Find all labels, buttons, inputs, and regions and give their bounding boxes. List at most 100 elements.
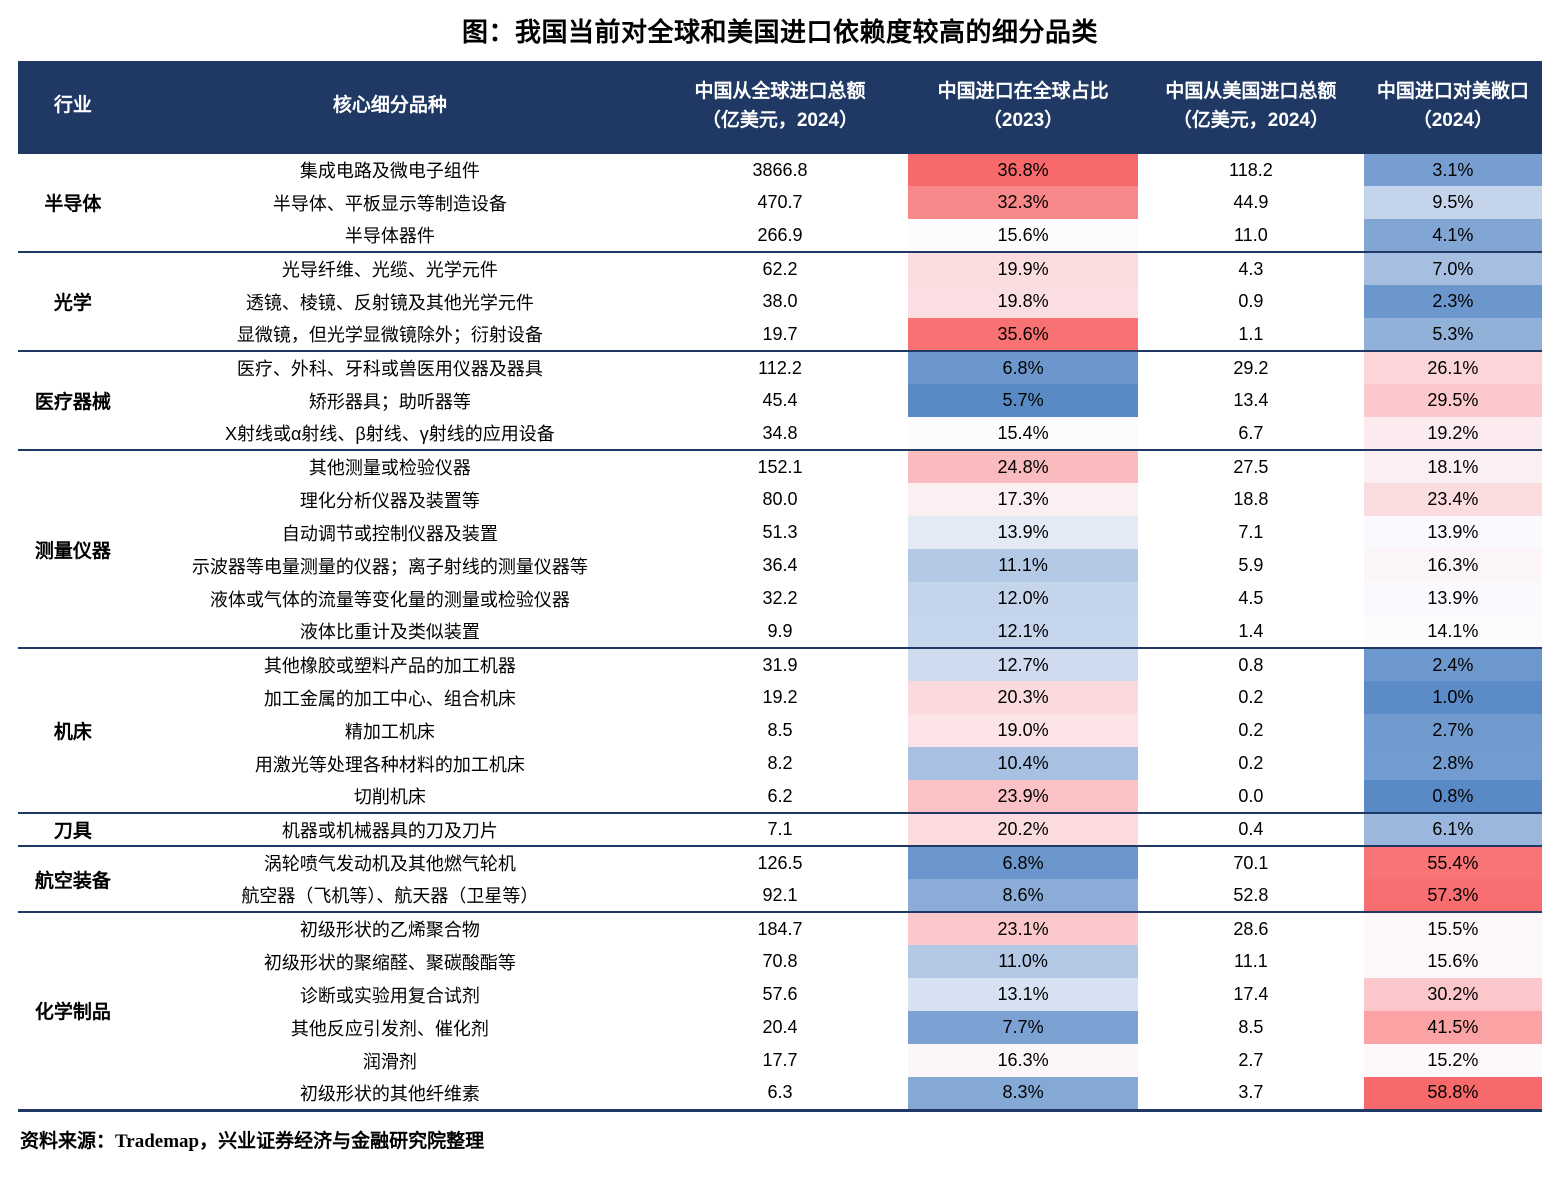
table-row: 显微镜，但光学显微镜除外；衍射设备 19.7 35.6% 1.1 5.3%: [18, 318, 1542, 351]
global-import-value: 126.5: [651, 845, 909, 879]
us-import-value: 0.2: [1238, 687, 1264, 707]
us-exposure-value: 9.5%: [1363, 186, 1542, 219]
global-import-value: 57.6: [762, 984, 798, 1004]
global-share-value: 19.9%: [908, 251, 1139, 285]
category-cell: 其他反应引发剂、催化剂: [290, 1018, 489, 1039]
us-import-value: 118.2: [1138, 152, 1364, 186]
us-import-value: 4.3: [1138, 251, 1364, 285]
us-import-value: 0.0: [1238, 785, 1264, 806]
table-row: 半导体器件 266.9 15.6% 11.0 4.1%: [18, 219, 1542, 252]
table-row: 液体或气体的流量等变化量的测量或检验仪器 32.2 12.0% 4.5 13.9%: [18, 582, 1542, 615]
column-header-industry: 行业: [18, 61, 128, 153]
table-row: 液体比重计及类似装置 9.9 12.1% 1.4 14.1%: [18, 615, 1542, 648]
global-import-value: 184.7: [651, 911, 909, 945]
global-import-value: 38.0: [762, 291, 798, 311]
global-share-value: 7.7%: [908, 1011, 1139, 1044]
us-exposure-value: 0.8%: [1363, 780, 1542, 813]
industry-cell: 测量仪器: [18, 449, 128, 648]
us-exposure-value: 26.1%: [1363, 350, 1542, 384]
us-exposure-value: 23.4%: [1363, 483, 1542, 516]
category-cell: 涡轮喷气发动机及其他燃气轮机: [127, 845, 652, 879]
global-share-value: 24.8%: [908, 449, 1139, 483]
us-import-value: 44.9: [1233, 192, 1269, 212]
table-row: 透镜、棱镜、反射镜及其他光学元件 38.0 19.8% 0.9 2.3%: [18, 285, 1542, 318]
table-header: 行业 核心细分品种 中国从全球进口总额 （亿美元，2024） 中国进口在全球占比…: [18, 61, 1542, 153]
us-import-value: 8.5: [1238, 1017, 1264, 1037]
global-share-value: 13.9%: [908, 516, 1139, 549]
us-exposure-value: 2.7%: [1363, 714, 1542, 747]
us-exposure-value: 19.2%: [1363, 417, 1542, 450]
us-exposure-value: 14.1%: [1363, 615, 1542, 648]
global-share-value: 13.1%: [908, 978, 1139, 1011]
us-exposure-value: 2.4%: [1363, 647, 1542, 681]
column-header-us-import: 中国从美国进口总额 （亿美元，2024）: [1138, 61, 1364, 153]
us-exposure-value: 18.1%: [1363, 449, 1542, 483]
global-share-value: 11.0%: [908, 945, 1139, 978]
us-exposure-value: 5.3%: [1363, 318, 1542, 351]
us-import-value: 1.1: [1238, 323, 1264, 344]
column-header-category: 核心细分品种: [127, 61, 652, 153]
global-share-value: 15.6%: [908, 219, 1139, 252]
us-import-value: 4.5: [1238, 588, 1264, 608]
table-header-row: 行业 核心细分品种 中国从全球进口总额 （亿美元，2024） 中国进口在全球占比…: [18, 61, 1542, 153]
table-row: 用激光等处理各种材料的加工机床 8.2 10.4% 0.2 2.8%: [18, 747, 1542, 780]
table-row: 航空装备 涡轮喷气发动机及其他燃气轮机 126.5 6.8% 70.1 55.4%: [18, 845, 1542, 912]
global-import-value: 34.8: [762, 422, 798, 443]
global-share-value: 11.1%: [908, 549, 1139, 582]
industry-cell: 光学: [18, 251, 128, 351]
report-figure: 图：我国当前对全球和美国进口依赖度较高的细分品类 行业 核心细分品种 中国从全球…: [18, 17, 1542, 1152]
category-cell: 航空器（飞机等）、航天器（卫星等）: [241, 886, 539, 906]
industry-cell: 刀具: [18, 812, 128, 846]
column-header-us-exposure: 中国进口对美敞口 （2024）: [1363, 61, 1542, 153]
global-import-value: 112.2: [651, 350, 909, 384]
us-import-value: 3.7: [1238, 1082, 1264, 1103]
global-import-value: 7.1: [651, 812, 909, 846]
us-exposure-value: 55.4%: [1363, 845, 1542, 879]
global-import-value: 31.9: [651, 647, 909, 681]
global-import-value: 470.7: [757, 192, 803, 212]
global-share-value: 19.0%: [908, 714, 1139, 747]
global-share-value: 23.9%: [908, 780, 1139, 813]
us-import-value: 0.2: [1238, 720, 1264, 740]
category-cell: 透镜、棱镜、反射镜及其他光学元件: [245, 292, 534, 313]
us-import-value: 17.4: [1233, 984, 1269, 1004]
global-share-value: 8.6%: [908, 879, 1139, 912]
global-share-value: 12.0%: [908, 582, 1139, 615]
global-import-value: 6.2: [767, 785, 793, 806]
global-share-value: 10.4%: [908, 747, 1139, 780]
table-row: 半导体、平板显示等制造设备 470.7 32.3% 44.9 9.5%: [18, 186, 1542, 219]
category-cell: 半导体器件: [344, 226, 435, 246]
table-row: 自动调节或控制仪器及装置 51.3 13.9% 7.1 13.9%: [18, 516, 1542, 549]
global-share-value: 12.1%: [908, 615, 1139, 648]
global-import-value: 152.1: [651, 449, 909, 483]
us-import-value: 18.8: [1233, 489, 1269, 509]
global-import-value: 51.3: [762, 522, 798, 542]
global-share-value: 15.4%: [908, 417, 1139, 450]
global-share-value: 8.3%: [908, 1077, 1139, 1110]
us-import-value: 13.4: [1233, 390, 1269, 410]
us-import-value: 1.4: [1238, 620, 1264, 641]
category-cell: 液体或气体的流量等变化量的测量或检验仪器: [209, 589, 570, 610]
global-import-value: 6.3: [767, 1082, 793, 1103]
us-exposure-value: 41.5%: [1363, 1011, 1542, 1044]
table-row: 示波器等电量测量的仪器；离子射线的测量仪器等 36.4 11.1% 5.9 16.3%: [18, 549, 1542, 582]
us-exposure-value: 7.0%: [1363, 251, 1542, 285]
us-import-value: 28.6: [1138, 911, 1364, 945]
global-import-value: 19.2: [762, 687, 798, 707]
category-cell: 光导纤维、光缆、光学元件: [127, 251, 652, 285]
category-cell: 精加工机床: [344, 721, 435, 742]
table-row: 医疗器械 医疗、外科、牙科或兽医用仪器及器具 112.2 6.8% 29.2 26.1%: [18, 350, 1542, 450]
us-exposure-value: 58.8%: [1363, 1077, 1542, 1110]
us-import-value: 7.1: [1238, 522, 1264, 542]
table-row: 加工金属的加工中心、组合机床 19.2 20.3% 0.2 1.0%: [18, 681, 1542, 714]
us-import-value: 0.9: [1238, 291, 1264, 311]
us-import-value: 27.5: [1138, 449, 1364, 483]
category-cell: 润滑剂: [362, 1051, 417, 1072]
category-cell: 切削机床: [353, 787, 426, 807]
category-cell: 加工金属的加工中心、组合机床: [263, 688, 516, 709]
category-cell: 集成电路及微电子组件: [127, 152, 652, 186]
us-import-value: 52.8: [1233, 884, 1269, 905]
table-row: 半导体 集成电路及微电子组件 3866.8 36.8% 118.2 3.1%: [18, 152, 1542, 252]
us-import-value: 0.8: [1138, 647, 1364, 681]
global-share-value: 17.3%: [908, 483, 1139, 516]
